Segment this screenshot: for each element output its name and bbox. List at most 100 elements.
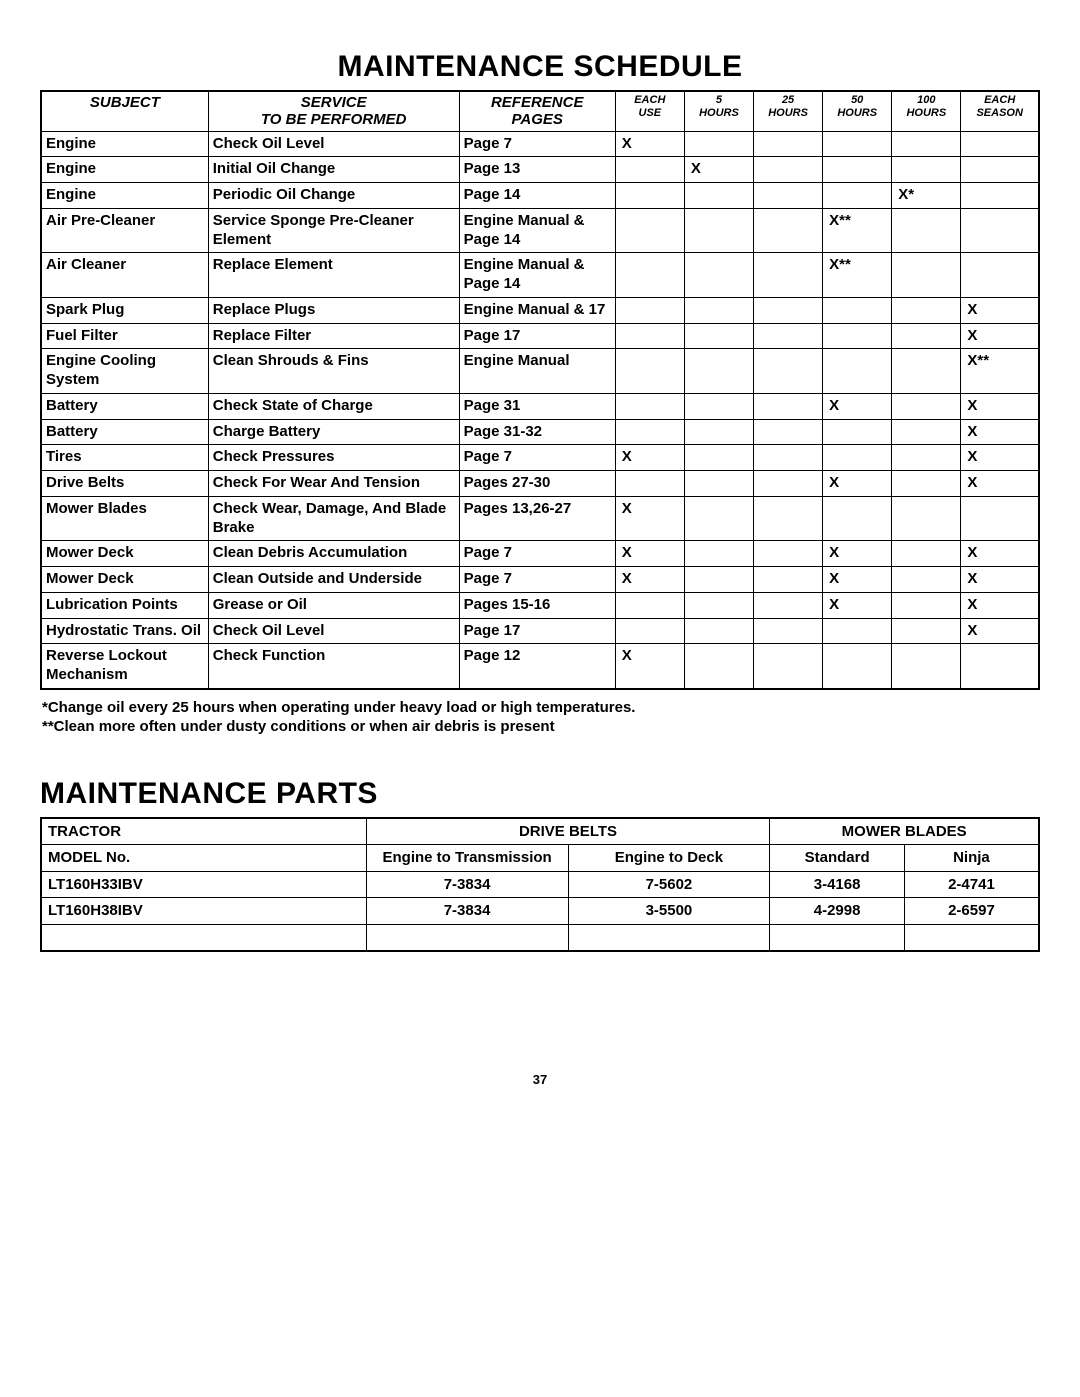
cell-mark: X — [823, 592, 892, 618]
cell-ref: Page 7 — [459, 131, 615, 157]
note-2: **Clean more often under dusty condition… — [42, 717, 1040, 737]
cell-mark — [615, 183, 684, 209]
cell-mark: X** — [823, 208, 892, 253]
cell-mark — [754, 349, 823, 394]
table-row: Air CleanerReplace ElementEngine Manual … — [41, 253, 1039, 298]
hdr-int4: 50HOURS — [823, 91, 892, 131]
cell-mark — [961, 157, 1039, 183]
table-row: BatteryCharge BatteryPage 31-32X — [41, 419, 1039, 445]
cell-mark: X — [615, 496, 684, 541]
cell-mark — [754, 323, 823, 349]
cell-mark — [684, 445, 753, 471]
cell-mark — [615, 419, 684, 445]
cell-m1: 3-4168 — [770, 871, 905, 898]
table-row: Fuel FilterReplace FilterPage 17X — [41, 323, 1039, 349]
cell-mark — [892, 253, 961, 298]
cell-mark — [961, 208, 1039, 253]
cell-service: Check For Wear And Tension — [208, 471, 459, 497]
cell-subject: Battery — [41, 419, 208, 445]
cell-mark: X — [961, 471, 1039, 497]
cell-service: Replace Filter — [208, 323, 459, 349]
cell-b1: 7-3834 — [366, 898, 568, 925]
cell-mark — [892, 471, 961, 497]
title-schedule: MAINTENANCE SCHEDULE — [40, 50, 1040, 84]
cell-subject: Fuel Filter — [41, 323, 208, 349]
cell-service: Clean Shrouds & Fins — [208, 349, 459, 394]
cell-mark — [684, 349, 753, 394]
cell-mark: X — [615, 445, 684, 471]
cell-service: Clean Outside and Underside — [208, 567, 459, 593]
cell-subject: Mower Deck — [41, 567, 208, 593]
cell-mark — [754, 471, 823, 497]
cell-mark — [823, 419, 892, 445]
cell-empty — [366, 924, 568, 951]
cell-subject: Engine — [41, 183, 208, 209]
cell-mark — [823, 496, 892, 541]
cell-ref: Pages 13,26-27 — [459, 496, 615, 541]
hdr-b2: Engine to Deck — [568, 845, 770, 872]
cell-subject: Engine — [41, 131, 208, 157]
cell-subject: Engine — [41, 157, 208, 183]
cell-mark — [823, 349, 892, 394]
cell-subject: Air Cleaner — [41, 253, 208, 298]
cell-mark — [754, 496, 823, 541]
cell-mark: X — [615, 644, 684, 689]
cell-mark — [892, 131, 961, 157]
cell-mark: X — [615, 131, 684, 157]
table-row: Hydrostatic Trans. OilCheck Oil LevelPag… — [41, 618, 1039, 644]
parts-header-row-1: TRACTOR DRIVE BELTS MOWER BLADES — [41, 818, 1039, 845]
table-row: EngineInitial Oil ChangePage 13X — [41, 157, 1039, 183]
cell-mark — [823, 131, 892, 157]
cell-mark — [754, 131, 823, 157]
cell-mark — [823, 445, 892, 471]
hdr-subject: SUBJECT — [41, 91, 208, 131]
cell-mark — [754, 592, 823, 618]
hdr-model: MODEL No. — [41, 845, 366, 872]
cell-ref: Engine Manual & 17 — [459, 297, 615, 323]
cell-subject: Spark Plug — [41, 297, 208, 323]
cell-mark — [684, 471, 753, 497]
cell-mark — [754, 618, 823, 644]
cell-ref: Page 17 — [459, 323, 615, 349]
cell-mark: X** — [961, 349, 1039, 394]
cell-ref: Engine Manual — [459, 349, 615, 394]
schedule-header-row: SUBJECT SERVICETO BE PERFORMED REFERENCE… — [41, 91, 1039, 131]
cell-mark — [754, 419, 823, 445]
cell-service: Clean Debris Accumulation — [208, 541, 459, 567]
cell-subject: Air Pre-Cleaner — [41, 208, 208, 253]
cell-mark — [892, 419, 961, 445]
cell-mark — [892, 618, 961, 644]
cell-ref: Pages 27-30 — [459, 471, 615, 497]
cell-mark — [684, 323, 753, 349]
cell-ref: Page 13 — [459, 157, 615, 183]
cell-m1: 4-2998 — [770, 898, 905, 925]
table-row: TiresCheck PressuresPage 7XX — [41, 445, 1039, 471]
cell-mark: X — [823, 393, 892, 419]
cell-ref: Page 7 — [459, 567, 615, 593]
cell-ref: Page 17 — [459, 618, 615, 644]
cell-service: Check Function — [208, 644, 459, 689]
cell-mark — [754, 567, 823, 593]
cell-mark — [615, 471, 684, 497]
table-row: EnginePeriodic Oil ChangePage 14X* — [41, 183, 1039, 209]
cell-subject: Tires — [41, 445, 208, 471]
cell-mark — [615, 323, 684, 349]
cell-ref: Page 14 — [459, 183, 615, 209]
cell-mark: X — [961, 445, 1039, 471]
cell-mark — [754, 644, 823, 689]
cell-ref: Page 31-32 — [459, 419, 615, 445]
cell-mark — [823, 323, 892, 349]
hdr-int6: EACHSEASON — [961, 91, 1039, 131]
cell-mark — [892, 445, 961, 471]
cell-mark — [684, 592, 753, 618]
hdr-m1: Standard — [770, 845, 905, 872]
cell-mark — [615, 297, 684, 323]
cell-mark — [754, 183, 823, 209]
cell-mark: X — [823, 541, 892, 567]
parts-header-row-2: MODEL No. Engine to Transmission Engine … — [41, 845, 1039, 872]
cell-mark — [892, 496, 961, 541]
cell-model: LT160H33IBV — [41, 871, 366, 898]
cell-mark — [754, 157, 823, 183]
cell-mark: X — [961, 419, 1039, 445]
schedule-notes: *Change oil every 25 hours when operatin… — [42, 698, 1040, 737]
